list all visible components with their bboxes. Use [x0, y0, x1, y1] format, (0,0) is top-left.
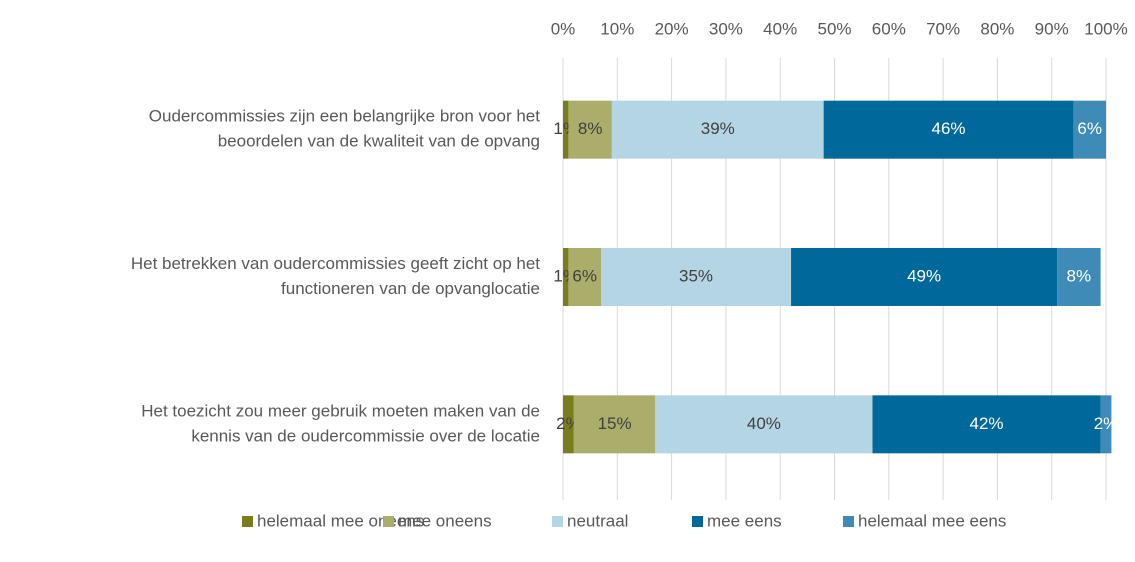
data-label: 2% [1094, 414, 1119, 433]
category-label: Het betrekken van oudercommissies geeft … [131, 254, 540, 273]
bar-segment [601, 248, 792, 306]
x-tick-label: 40% [763, 19, 797, 38]
x-tick-label: 0% [551, 19, 576, 38]
bar-segment [568, 100, 612, 159]
bar-segment [611, 100, 824, 159]
legend-label: helemaal mee eens [858, 511, 1006, 530]
legend-label: neutraal [567, 511, 628, 530]
bar-segment [1073, 100, 1106, 159]
category-label: Oudercommissies zijn een belangrijke bro… [149, 107, 540, 126]
x-tick-label: 50% [817, 19, 851, 38]
legend-swatch [552, 516, 563, 527]
data-label: 6% [572, 266, 597, 285]
x-tick-label: 90% [1035, 19, 1069, 38]
legend-label: helemaal mee oneens [257, 511, 424, 530]
category-label: beoordelen van de kwaliteit van de opvan… [218, 132, 540, 151]
data-label: 49% [907, 266, 941, 285]
data-label: 42% [970, 414, 1004, 433]
category-label: Het toezicht zou meer gebruik moeten mak… [141, 401, 540, 420]
x-tick-label: 70% [926, 19, 960, 38]
data-label: 8% [578, 119, 603, 138]
legend-swatch [383, 516, 394, 527]
data-label: 15% [598, 414, 632, 433]
legend-swatch [692, 516, 703, 527]
bar-segment [872, 395, 1101, 454]
bar-segment [563, 248, 569, 306]
x-tick-label: 10% [600, 19, 634, 38]
bar-segment [563, 100, 569, 159]
x-tick-label: 60% [872, 19, 906, 38]
x-tick-label: 30% [709, 19, 743, 38]
bar-segment [823, 100, 1074, 159]
category-label: functioneren van de opvanglocatie [281, 279, 540, 298]
legend-swatch [843, 516, 854, 527]
bar-segment [1100, 395, 1112, 454]
data-label: 46% [932, 119, 966, 138]
x-tick-label: 100% [1084, 19, 1127, 38]
category-label: kennis van de oudercommissie over de loc… [191, 426, 540, 445]
bar-segment [791, 248, 1058, 306]
data-label: 35% [679, 266, 713, 285]
x-tick-label: 20% [655, 19, 689, 38]
bar-segment [655, 395, 873, 454]
data-label: 6% [1077, 119, 1102, 138]
x-tick-label: 80% [980, 19, 1014, 38]
data-label: 8% [1067, 266, 1092, 285]
bar-segment [1057, 248, 1101, 306]
bar-segment [568, 248, 602, 306]
legend-swatch [242, 516, 253, 527]
legend-label: mee eens [707, 511, 782, 530]
data-label: 40% [747, 414, 781, 433]
bar-segment [573, 395, 656, 454]
bar-segment [563, 395, 574, 454]
legend-label: mee oneens [398, 511, 492, 530]
data-label: 39% [701, 119, 735, 138]
